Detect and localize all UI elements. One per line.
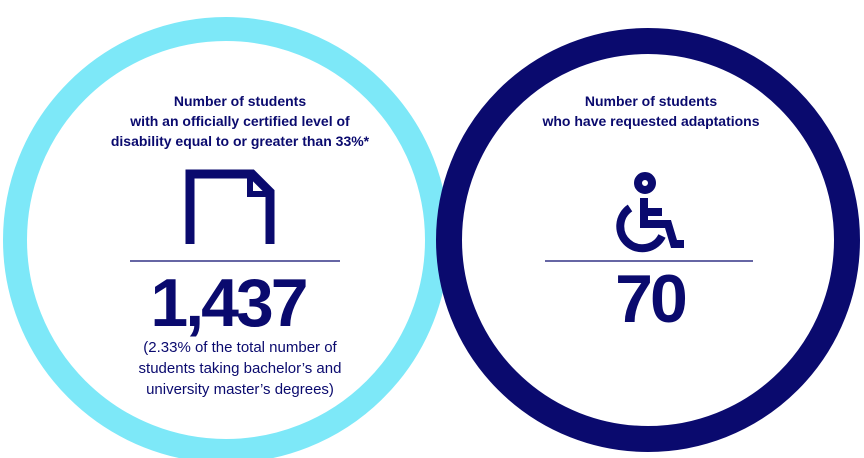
document-icon xyxy=(185,169,275,244)
right-ring xyxy=(436,28,860,452)
panel-note: students taking bachelor’s and xyxy=(139,360,342,377)
panel-value: 70 xyxy=(615,261,686,337)
document-icon-fold xyxy=(247,174,270,197)
panel-title: with an officially certified level of xyxy=(129,113,350,129)
panel-note: university master’s degrees) xyxy=(146,381,334,398)
panel-title: Number of students xyxy=(585,93,717,109)
panel-title: disability equal to or greater than 33%* xyxy=(111,133,370,149)
wheelchair-icon xyxy=(616,172,684,253)
panel-value: 1,437 xyxy=(150,265,305,341)
panel-title: Number of students xyxy=(174,93,306,109)
panel-title: who have requested adaptations xyxy=(541,113,759,129)
panel-note: (2.33% of the total number of xyxy=(143,339,337,356)
